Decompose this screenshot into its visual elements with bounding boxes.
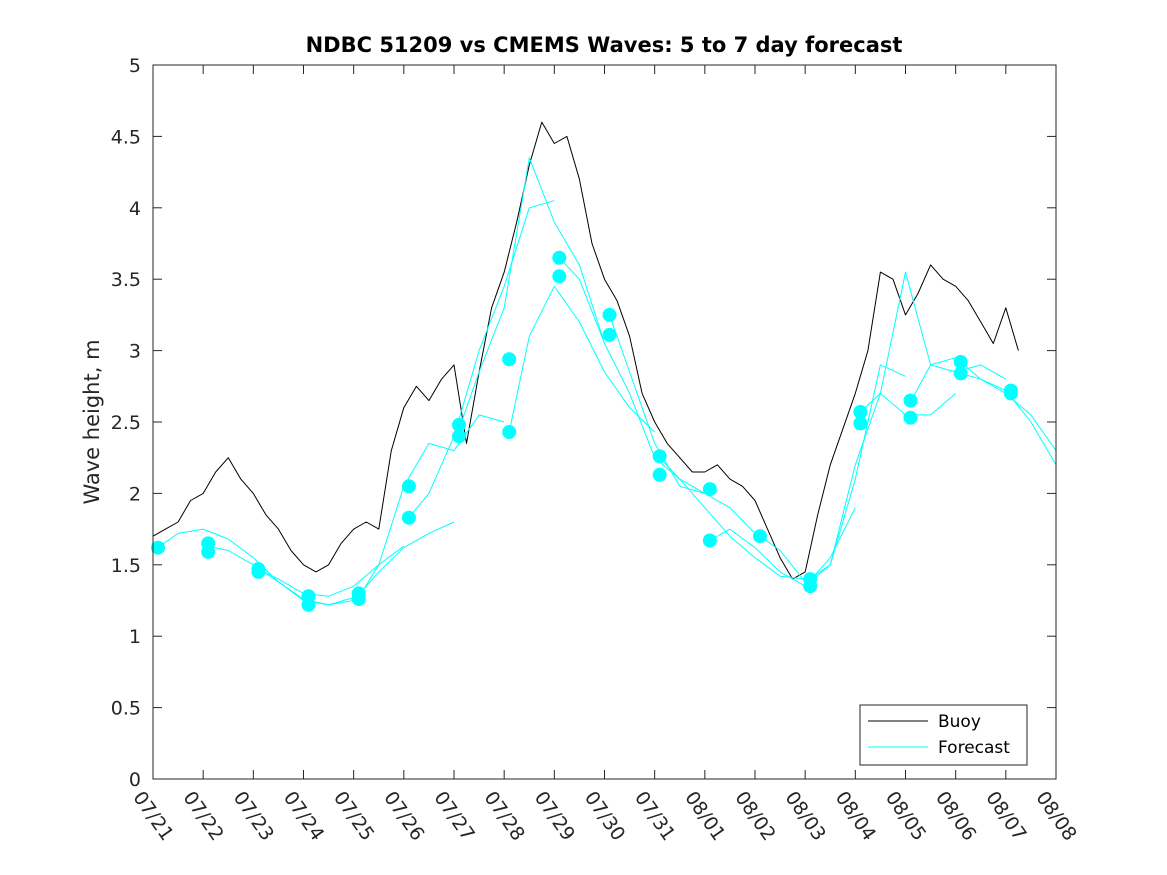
forecast-start-marker bbox=[853, 416, 868, 431]
y-tick-label: 3 bbox=[129, 341, 141, 363]
y-axis-label: Wave height, m bbox=[80, 339, 104, 504]
legend-label-forecast: Forecast bbox=[938, 738, 1010, 758]
forecast-start-markers bbox=[151, 250, 1018, 612]
y-tick-labels: 0 0.5 1 1.5 2 2.5 3 3.5 4 4.5 5 bbox=[111, 55, 141, 791]
forecast-start-marker bbox=[753, 529, 767, 544]
forecast-series-line-6 bbox=[408, 200, 555, 519]
y-tick-label: 0 bbox=[129, 769, 141, 791]
forecast-start-marker bbox=[903, 393, 918, 408]
forecast-start-marker bbox=[452, 429, 466, 444]
forecast-series-line-10 bbox=[609, 314, 756, 534]
y-tick-label: 4 bbox=[129, 198, 141, 220]
forecast-start-marker bbox=[1003, 386, 1018, 401]
forecast-start-marker bbox=[401, 479, 416, 494]
forecast-series-line-11 bbox=[659, 457, 806, 580]
forecast-start-marker bbox=[853, 405, 868, 419]
forecast-series-line-7 bbox=[458, 157, 605, 430]
forecast-start-marker bbox=[552, 250, 567, 265]
forecast-start-marker bbox=[652, 467, 667, 482]
forecast-start-marker bbox=[702, 482, 717, 497]
buoy-series-line bbox=[152, 121, 1019, 580]
y-tick-label: 3.5 bbox=[111, 269, 141, 291]
forecast-start-marker bbox=[502, 425, 517, 439]
legend-label-buoy: Buoy bbox=[938, 712, 981, 732]
forecast-start-marker bbox=[251, 564, 266, 579]
forecast-start-marker bbox=[552, 269, 567, 284]
forecast-start-marker bbox=[401, 510, 416, 525]
y-tick-label: 2.5 bbox=[111, 412, 141, 434]
forecast-start-marker bbox=[602, 307, 617, 322]
forecast-start-marker bbox=[652, 449, 667, 464]
forecast-start-marker bbox=[151, 540, 165, 555]
forecast-series-line-8 bbox=[508, 285, 656, 433]
chart-title: NDBC 51209 vs CMEMS Waves: 5 to 7 day fo… bbox=[306, 33, 903, 57]
forecast-start-marker bbox=[201, 544, 216, 559]
y-tick-label: 5 bbox=[129, 55, 141, 77]
y-tick-label: 4.5 bbox=[111, 126, 141, 148]
y-tick-label: 0.5 bbox=[111, 698, 141, 720]
legend-box bbox=[859, 704, 1028, 766]
forecast-series-line-5 bbox=[358, 414, 505, 598]
forecast-series-line-12 bbox=[709, 507, 856, 587]
forecast-start-marker bbox=[803, 579, 818, 594]
forecast-start-marker bbox=[953, 355, 968, 369]
y-tick-label: 1.5 bbox=[111, 555, 141, 577]
forecast-start-marker bbox=[452, 417, 466, 432]
forecast-start-marker bbox=[301, 597, 316, 612]
forecast-start-marker bbox=[351, 592, 366, 607]
forecast-start-marker bbox=[602, 327, 617, 342]
plot-area bbox=[153, 65, 1056, 779]
y-tick-label: 1 bbox=[129, 626, 141, 648]
forecast-start-marker bbox=[903, 410, 918, 425]
axis-ticks bbox=[152, 64, 1057, 780]
forecast-start-marker bbox=[953, 366, 968, 381]
forecast-start-marker bbox=[702, 533, 717, 548]
legend: Buoy Forecast bbox=[859, 704, 1028, 766]
series-lines bbox=[152, 121, 1057, 606]
forecast-series-line-4 bbox=[308, 521, 455, 606]
y-tick-label: 2 bbox=[129, 483, 141, 505]
forecast-start-marker bbox=[502, 352, 517, 367]
